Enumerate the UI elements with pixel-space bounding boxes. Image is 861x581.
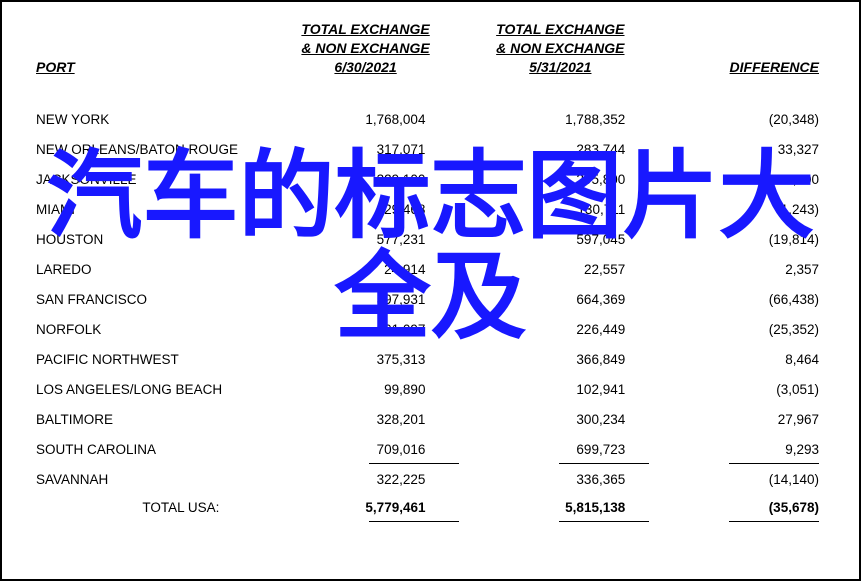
- value-a: 328,201: [266, 405, 466, 435]
- port-name: HOUSTON: [36, 225, 266, 255]
- value-b: 22,557: [465, 255, 655, 285]
- port-name: LOS ANGELES/LONG BEACH: [36, 375, 266, 405]
- value-a: 375,313: [266, 345, 466, 375]
- value-b: 1,788,352: [465, 105, 655, 135]
- value-a: 99,890: [266, 375, 466, 405]
- port-name: LAREDO: [36, 255, 266, 285]
- header-row: PORT TOTAL EXCHANGE & NON EXCHANGE 6/30/…: [36, 20, 825, 77]
- port-name: SAVANNAH: [36, 465, 266, 495]
- value-a: 317,071: [266, 135, 466, 165]
- value-diff: (19,814): [655, 225, 825, 255]
- value-b: 336,365: [465, 465, 655, 495]
- table-row: NORFOLK201,097226,449(25,352): [36, 315, 825, 345]
- port-name: SOUTH CAROLINA: [36, 435, 266, 465]
- total-diff: (35,678): [655, 497, 825, 519]
- table-row: SAN FRANCISCO597,931664,369(66,438): [36, 285, 825, 315]
- value-diff: (1,243): [655, 195, 825, 225]
- value-b: 366,849: [465, 345, 655, 375]
- port-name: NEW YORK: [36, 105, 266, 135]
- port-name: JACKSONVILLE: [36, 165, 266, 195]
- table-row: LOS ANGELES/LONG BEACH99,890102,941(3,05…: [36, 375, 825, 405]
- value-a: 577,231: [266, 225, 466, 255]
- value-b: 102,941: [465, 375, 655, 405]
- value-a: 597,931: [266, 285, 466, 315]
- port-name: PACIFIC NORTHWEST: [36, 345, 266, 375]
- table-row: SAVANNAH322,225336,365(14,140): [36, 465, 825, 495]
- value-a: 1,768,004: [266, 105, 466, 135]
- port-name: BALTIMORE: [36, 405, 266, 435]
- value-b: 130,711: [465, 195, 655, 225]
- table-row: MIAMI129,468130,711(1,243): [36, 195, 825, 225]
- value-a: 709,016: [266, 435, 466, 465]
- value-a: 129,468: [266, 195, 466, 225]
- value-b: 664,369: [465, 285, 655, 315]
- header-col-b: TOTAL EXCHANGE & NON EXCHANGE 5/31/2021: [465, 20, 655, 77]
- table-row: NEW ORLEANS/BATON ROUGE317,071283,74433,…: [36, 135, 825, 165]
- value-diff: 27,967: [655, 405, 825, 435]
- value-diff: 2,357: [655, 255, 825, 285]
- rows-host: NEW YORK1,768,0041,788,352(20,348)NEW OR…: [36, 105, 825, 495]
- value-b: 300,234: [465, 405, 655, 435]
- value-b: 283,744: [465, 135, 655, 165]
- value-b: 597,045: [465, 225, 655, 255]
- value-diff: (25,352): [655, 315, 825, 345]
- table-row: NEW YORK1,768,0041,788,352(20,348): [36, 105, 825, 135]
- total-label: TOTAL USA:: [36, 497, 266, 519]
- table-row: BALTIMORE328,201300,23427,967: [36, 405, 825, 435]
- port-name: MIAMI: [36, 195, 266, 225]
- value-a: 329,100: [266, 165, 466, 195]
- value-diff: (66,438): [655, 285, 825, 315]
- value-diff: (20,348): [655, 105, 825, 135]
- value-a: 201,097: [266, 315, 466, 345]
- table-row: SOUTH CAROLINA709,016699,7239,293: [36, 435, 825, 465]
- header-diff: DIFFERENCE: [655, 58, 825, 77]
- report-frame: PORT TOTAL EXCHANGE & NON EXCHANGE 6/30/…: [0, 0, 861, 581]
- value-diff: (3,051): [655, 375, 825, 405]
- value-diff: (14,140): [655, 465, 825, 495]
- table-row: JACKSONVILLE329,100295,80033,300: [36, 165, 825, 195]
- total-a: 5,779,461: [266, 497, 466, 519]
- table-row: PACIFIC NORTHWEST375,313366,8498,464: [36, 345, 825, 375]
- value-b: 295,800: [465, 165, 655, 195]
- table-row: LAREDO24,91422,5572,357: [36, 255, 825, 285]
- value-a: 24,914: [266, 255, 466, 285]
- value-b: 226,449: [465, 315, 655, 345]
- header-port: PORT: [36, 58, 266, 77]
- value-diff: 9,293: [655, 435, 825, 465]
- value-diff: 8,464: [655, 345, 825, 375]
- port-name: NORFOLK: [36, 315, 266, 345]
- port-name: SAN FRANCISCO: [36, 285, 266, 315]
- port-name: NEW ORLEANS/BATON ROUGE: [36, 135, 266, 165]
- total-b: 5,815,138: [465, 497, 655, 519]
- total-row: TOTAL USA: 5,779,461 5,815,138 (35,678): [36, 497, 825, 519]
- value-diff: 33,327: [655, 135, 825, 165]
- table-row: HOUSTON577,231597,045(19,814): [36, 225, 825, 255]
- value-b: 699,723: [465, 435, 655, 465]
- value-diff: 33,300: [655, 165, 825, 195]
- value-a: 322,225: [266, 465, 466, 495]
- header-col-a: TOTAL EXCHANGE & NON EXCHANGE 6/30/2021: [266, 20, 466, 77]
